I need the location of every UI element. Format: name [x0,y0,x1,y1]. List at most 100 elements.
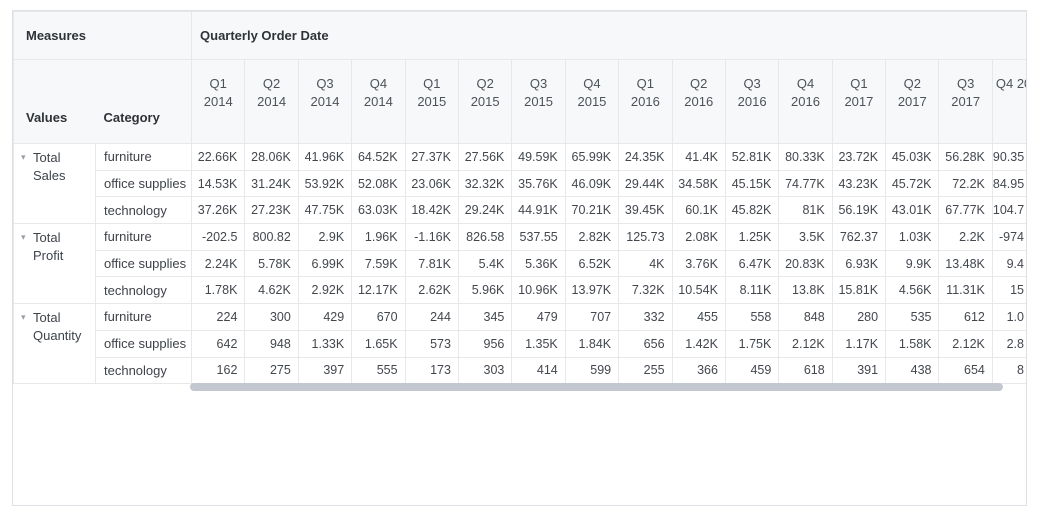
column-header-q4-2016[interactable]: Q4 2016 [778,59,833,144]
value-cell: 599 [564,356,620,385]
value-cell: 800.82 [244,223,299,251]
value-cell: 173 [404,356,459,385]
measure-cell-total-quantity[interactable]: ▾ Total Quantity [13,303,96,385]
column-header-q4-2014[interactable]: Q4 2014 [351,59,406,144]
value-cell: 52.08K [351,169,406,198]
value-cell: 2.08K [671,223,726,251]
value-cell: 670 [351,303,406,331]
column-header-q1-2015[interactable]: Q1 2015 [404,59,459,144]
column-group-header-quarterly-order-date[interactable]: Quarterly Order Date [191,11,1026,60]
column-header-q1-2016[interactable]: Q1 2016 [618,59,673,144]
value-cell: 34.58K [671,169,726,198]
value-cell: 9.4 [991,249,1026,278]
value-cell: 280 [831,303,887,331]
value-cell: 303 [457,356,513,385]
value-cell: 63.03K [351,196,406,225]
value-cell: 3.76K [671,249,726,278]
caret-down-icon[interactable]: ▾ [21,312,26,323]
value-cell: 45.15K [724,169,780,198]
category-cell: office supplies [94,249,193,278]
value-cell: 162 [191,356,246,385]
column-header-q2-2014[interactable]: Q2 2014 [244,59,299,144]
measure-cell-total-profit[interactable]: ▾ Total Profit [13,223,96,305]
value-cell: -1.16K [404,223,459,251]
caret-down-icon[interactable]: ▾ [21,152,26,162]
value-cell: 23.06K [404,169,459,198]
value-cell: 8 [991,356,1026,385]
value-cell: 90.35 [991,143,1026,171]
value-cell: 2.12K [938,329,993,358]
value-cell: 125.73 [618,223,673,251]
value-cell: 70.21K [564,196,620,225]
value-cell: 56.19K [831,196,887,225]
value-cell: 35.76K [511,169,566,198]
column-header-q1-2017[interactable]: Q1 2017 [831,59,887,144]
table-row: office supplies 642 948 1.33K 1.65K 573 956 1.3… [14,329,1026,358]
category-cell: office supplies [94,329,193,358]
category-cell: office supplies [94,169,193,198]
value-cell: 15 [991,276,1026,305]
value-cell: 1.42K [671,329,726,358]
column-header-q3-2015[interactable]: Q3 2015 [511,59,566,144]
column-header-q1-2014[interactable]: Q1 2014 [191,59,246,144]
category-header: Category [95,59,193,144]
value-cell: 2.12K [778,329,833,358]
column-header-q2-2015[interactable]: Q2 2015 [457,59,513,144]
column-header-q4-20[interactable]: Q4 20 [991,59,1026,144]
column-header-q2-2016[interactable]: Q2 2016 [671,59,726,144]
value-cell: 1.25K [724,223,780,251]
value-cell: 1.35K [511,329,566,358]
value-cell: 80.33K [778,143,833,171]
measure-cell-total-sales[interactable]: ▾ Total Sales [13,142,96,225]
value-cell: 2.62K [404,276,459,305]
value-cell: 573 [404,329,459,358]
value-cell: 29.44K [618,169,673,198]
value-cell: 762.37 [831,223,887,251]
value-cell: 2.92K [297,276,353,305]
value-cell: 13.97K [564,276,620,305]
column-header-q3-2016[interactable]: Q3 2016 [724,59,780,144]
category-cell: technology [94,276,193,305]
value-cell: 31.24K [244,169,299,198]
value-cell: 11.31K [938,276,993,305]
value-cell: 707 [564,303,620,331]
column-header-q3-2014[interactable]: Q3 2014 [297,59,353,144]
category-cell: technology [94,356,193,385]
value-cell: 654 [938,356,993,385]
value-cell: 6.93K [831,249,887,278]
column-header-q3-2017[interactable]: Q3 2017 [938,59,993,144]
measure-label: Total Quantity [33,310,82,344]
value-cell: 618 [778,356,833,385]
value-cell: 27.23K [244,196,299,225]
value-cell: 52.81K [724,143,780,171]
value-cell: 8.11K [724,276,780,305]
value-cell: 6.52K [564,249,620,278]
measures-header: Measures [13,11,193,60]
table-row: office supplies 2.24K 5.78K 6.99K 7.59K 7.81K… [14,249,1026,278]
value-cell: 12.17K [351,276,406,305]
value-cell: 642 [191,329,246,358]
value-cell: 1.84K [564,329,620,358]
value-cell: 826.58 [457,223,513,251]
value-cell: 7.81K [404,249,459,278]
value-cell: 81K [778,196,833,225]
value-cell: 459 [724,356,780,385]
value-cell: 1.0 [991,303,1026,331]
value-cell: 6.99K [297,249,353,278]
column-header-q4-2015[interactable]: Q4 2015 [564,59,620,144]
value-cell: 5.36K [511,249,566,278]
column-header-q2-2017[interactable]: Q2 2017 [885,59,940,144]
value-cell: 414 [511,356,566,385]
value-cell: 1.03K [885,223,940,251]
value-cell: 9.9K [885,249,940,278]
horizontal-scrollbar-thumb[interactable] [190,383,1003,391]
value-cell: 24.35K [618,143,673,171]
value-cell: 43.01K [885,196,940,225]
pivot-table: Measures Quarterly Order Date Values Cat… [13,11,1026,385]
value-cell: 104.7 [991,196,1026,225]
category-cell: furniture [94,303,193,331]
table-row: technology 37.26K 27.23K 47.75K 63.03K 18.42K… [14,196,1026,225]
value-cell: 45.72K [885,169,940,198]
caret-down-icon[interactable]: ▾ [21,232,26,243]
value-cell: 65.99K [564,143,620,171]
